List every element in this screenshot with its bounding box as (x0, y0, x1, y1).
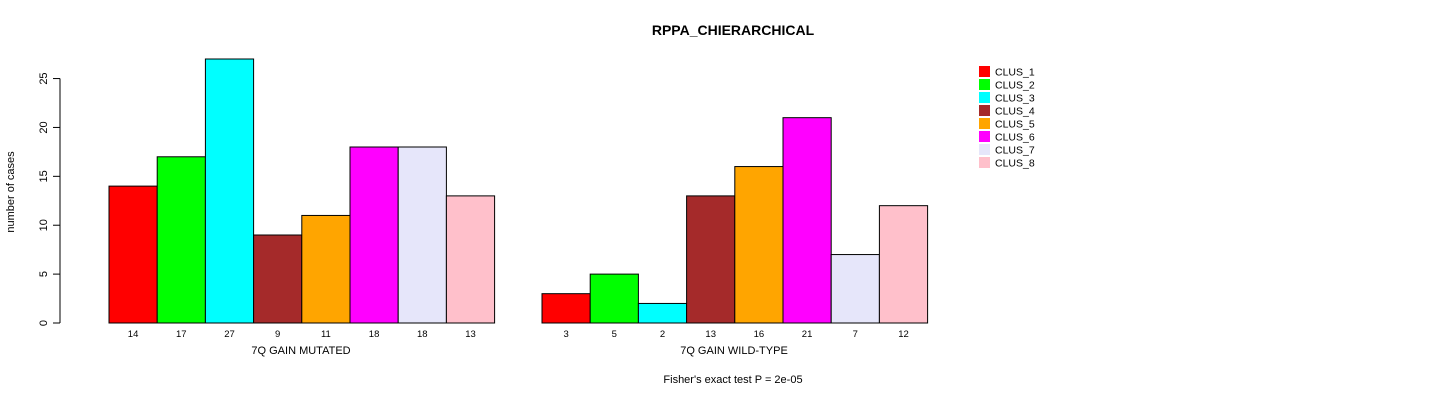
bar-count-label: 21 (802, 329, 813, 340)
legend-swatch (979, 92, 990, 103)
legend-swatch (979, 66, 990, 77)
legend-label: CLUS_8 (995, 158, 1035, 170)
bar-count-label: 2 (660, 329, 665, 340)
bars (108, 58, 929, 324)
bar (108, 185, 158, 324)
legend-swatch (979, 105, 990, 116)
legend-swatch (979, 157, 990, 168)
y-tick-label: 10 (38, 219, 50, 231)
bar (589, 273, 639, 324)
bar (397, 146, 447, 324)
y-axis-label: number of cases (5, 151, 17, 233)
y-axis: 0 5 10 15 20 25 (38, 72, 61, 326)
bar-count-label: 13 (705, 329, 716, 340)
legend-label: CLUS_6 (995, 132, 1035, 144)
bar-count-label: 5 (612, 329, 617, 340)
legend-label: CLUS_3 (995, 93, 1035, 105)
bar (637, 302, 688, 324)
bar (686, 195, 736, 324)
legend-label: CLUS_7 (995, 145, 1035, 157)
legend-swatch (979, 144, 990, 155)
legend-swatch (979, 118, 990, 129)
legend-label: CLUS_5 (995, 119, 1035, 131)
bar-count-label: 12 (898, 329, 909, 340)
legend-swatch (979, 79, 990, 90)
group-label-wild-type: 7Q GAIN WILD-TYPE (680, 345, 788, 357)
chart-title: RPPA_CHIERARCHICAL (652, 22, 815, 38)
legend-label: CLUS_4 (995, 106, 1035, 118)
bar-count-label: 13 (465, 329, 476, 340)
bar-count-label: 7 (853, 329, 858, 340)
y-tick-label: 25 (38, 72, 50, 84)
group-label-mutated: 7Q GAIN MUTATED (251, 345, 350, 357)
legend-label: CLUS_1 (995, 67, 1035, 79)
legend-swatch (979, 131, 990, 142)
bar (156, 156, 206, 324)
bar (253, 234, 303, 324)
fisher-test-footnote: Fisher's exact test P = 2e-05 (663, 374, 802, 386)
y-tick-label: 0 (38, 320, 50, 326)
y-tick-label: 5 (38, 271, 50, 277)
bar (782, 117, 832, 324)
bar (734, 166, 784, 324)
bar-count-label: 14 (128, 329, 139, 340)
y-tick-label: 20 (38, 121, 50, 133)
bar (541, 293, 591, 324)
bar-count-label: 18 (417, 329, 428, 340)
bar (830, 254, 880, 324)
legend: CLUS_1CLUS_2CLUS_3CLUS_4CLUS_5CLUS_6CLUS… (979, 66, 1035, 170)
bar-count-label: 9 (275, 329, 280, 340)
bar-count-label: 11 (321, 329, 331, 340)
bar (349, 146, 399, 324)
legend-label: CLUS_2 (995, 80, 1035, 92)
y-tick-label: 15 (38, 170, 50, 182)
bar (204, 58, 255, 324)
bar-count-label: 3 (563, 329, 568, 340)
bar (878, 205, 929, 324)
bar (301, 214, 351, 324)
bar-count-label: 27 (224, 329, 235, 340)
value-labels: 14 17 27 9 11 18 18 13 3 5 2 13 16 21 7 12 (128, 329, 909, 340)
bar-count-label: 17 (176, 329, 187, 340)
bar-count-label: 16 (754, 329, 765, 340)
bar-count-label: 18 (369, 329, 380, 340)
bar (445, 195, 496, 324)
